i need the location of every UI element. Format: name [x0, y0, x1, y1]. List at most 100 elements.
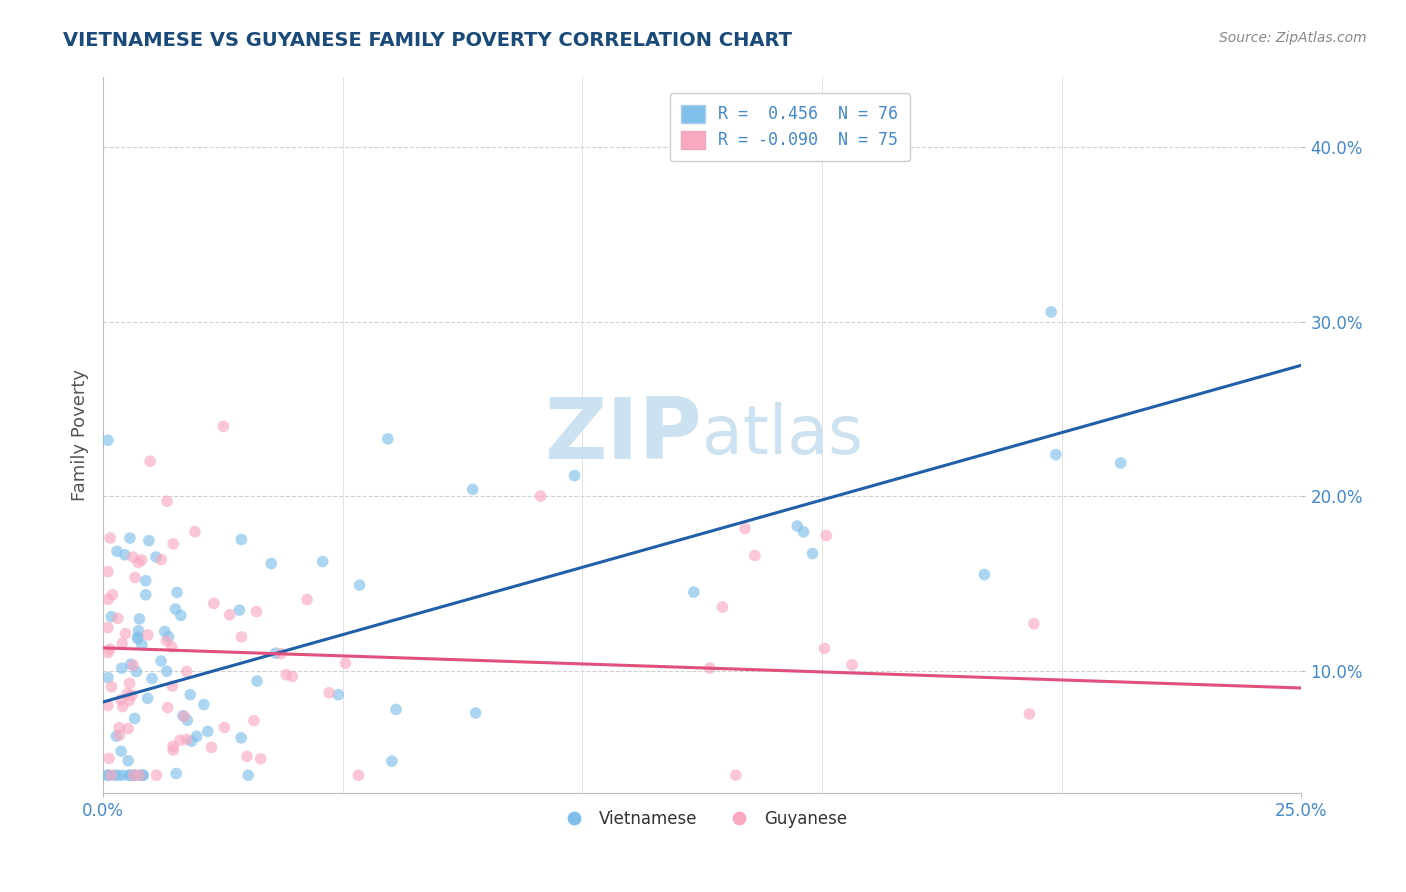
Point	[97, 434, 120, 448]
Point	[107, 611, 129, 625]
Point	[132, 768, 155, 782]
Point	[176, 665, 198, 679]
Point	[98, 642, 121, 657]
Point	[114, 626, 136, 640]
Point	[381, 754, 404, 768]
Point	[121, 688, 143, 702]
Point	[801, 547, 824, 561]
Point	[529, 489, 551, 503]
Point	[118, 676, 141, 690]
Point	[110, 692, 132, 706]
Point	[744, 549, 766, 563]
Point	[238, 768, 260, 782]
Point	[335, 657, 357, 671]
Point	[101, 588, 124, 602]
Point	[786, 519, 808, 533]
Point	[179, 688, 201, 702]
Point	[155, 633, 177, 648]
Point	[156, 494, 179, 508]
Point	[124, 711, 146, 725]
Point	[724, 768, 747, 782]
Y-axis label: Family Poverty: Family Poverty	[72, 369, 89, 501]
Point	[172, 708, 194, 723]
Point	[127, 624, 149, 638]
Point	[1022, 616, 1045, 631]
Point	[117, 754, 139, 768]
Point	[129, 768, 152, 782]
Point	[1040, 305, 1063, 319]
Point	[260, 557, 283, 571]
Point	[231, 630, 253, 644]
Point	[127, 556, 149, 570]
Point	[318, 686, 340, 700]
Point	[128, 612, 150, 626]
Point	[127, 632, 149, 646]
Point	[111, 768, 134, 782]
Point	[169, 733, 191, 747]
Point	[122, 549, 145, 564]
Point	[236, 749, 259, 764]
Point	[135, 588, 157, 602]
Point	[1018, 706, 1040, 721]
Point	[734, 522, 756, 536]
Point	[564, 468, 586, 483]
Point	[118, 768, 141, 782]
Point	[464, 706, 486, 720]
Point	[122, 768, 145, 782]
Point	[125, 665, 148, 679]
Point	[120, 657, 142, 672]
Point	[100, 768, 122, 782]
Point	[108, 721, 131, 735]
Point	[276, 667, 298, 681]
Point	[349, 578, 371, 592]
Point	[270, 647, 292, 661]
Point	[111, 636, 134, 650]
Point	[122, 658, 145, 673]
Point	[98, 531, 121, 545]
Point	[264, 646, 287, 660]
Point	[97, 768, 120, 782]
Text: ZIP: ZIP	[544, 393, 702, 476]
Point	[118, 768, 141, 782]
Point	[841, 657, 863, 672]
Point	[231, 533, 253, 547]
Point	[328, 688, 350, 702]
Point	[105, 544, 128, 558]
Point	[122, 768, 145, 782]
Point	[180, 734, 202, 748]
Point	[139, 454, 162, 468]
Point	[105, 729, 128, 743]
Point	[150, 654, 173, 668]
Point	[214, 721, 236, 735]
Point	[228, 603, 250, 617]
Point	[162, 537, 184, 551]
Point	[145, 768, 167, 782]
Point	[1109, 456, 1132, 470]
Point	[97, 698, 120, 713]
Point	[111, 661, 134, 675]
Text: VIETNAMESE VS GUYANESE FAMILY POVERTY CORRELATION CHART: VIETNAMESE VS GUYANESE FAMILY POVERTY CO…	[63, 31, 792, 50]
Point	[124, 570, 146, 584]
Point	[245, 605, 267, 619]
Point	[114, 548, 136, 562]
Point	[122, 768, 145, 782]
Point	[135, 574, 157, 588]
Point	[682, 585, 704, 599]
Point	[160, 640, 183, 654]
Point	[186, 729, 208, 743]
Point	[347, 768, 370, 782]
Point	[117, 687, 139, 701]
Point	[202, 596, 225, 610]
Point	[141, 672, 163, 686]
Point	[97, 565, 120, 579]
Point	[385, 702, 408, 716]
Point	[131, 638, 153, 652]
Point	[100, 680, 122, 694]
Point	[281, 669, 304, 683]
Point	[295, 592, 318, 607]
Point	[699, 661, 721, 675]
Point	[153, 624, 176, 639]
Point	[170, 608, 193, 623]
Point	[212, 419, 235, 434]
Point	[118, 531, 141, 545]
